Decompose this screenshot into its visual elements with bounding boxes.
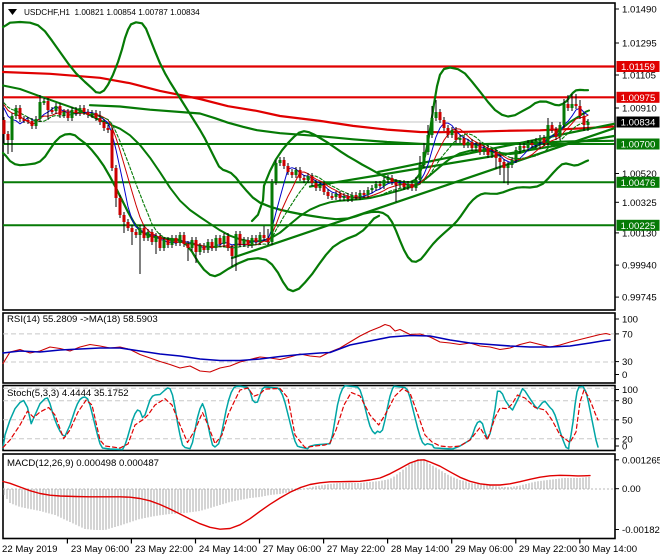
svg-text:20: 20 <box>622 434 633 445</box>
svg-text:1.00834: 1.00834 <box>621 118 656 129</box>
svg-text:1.01159: 1.01159 <box>621 62 655 73</box>
svg-text:24 May 14:00: 24 May 14:00 <box>199 544 257 555</box>
svg-text:1.00225: 1.00225 <box>621 221 656 232</box>
svg-text:1.00520: 1.00520 <box>622 169 657 180</box>
svg-text:1.00325: 1.00325 <box>622 198 657 209</box>
svg-text:1.00130: 1.00130 <box>622 228 657 239</box>
svg-text:0.001265: 0.001265 <box>622 455 660 466</box>
svg-text:70: 70 <box>622 329 633 340</box>
svg-text:80: 80 <box>622 396 633 407</box>
svg-text:0.99745: 0.99745 <box>622 293 657 304</box>
svg-text:29 May 22:00: 29 May 22:00 <box>519 544 577 555</box>
svg-text:23 May 22:00: 23 May 22:00 <box>135 544 193 555</box>
svg-text:1.00700: 1.00700 <box>621 140 656 151</box>
svg-text:100: 100 <box>622 315 638 326</box>
svg-text:1.00975: 1.00975 <box>621 93 656 104</box>
svg-text:100: 100 <box>622 385 638 396</box>
svg-text:1.00476: 1.00476 <box>621 178 656 189</box>
svg-text:MACD(12,26,9) 0.000498 0.00048: MACD(12,26,9) 0.000498 0.000487 <box>7 458 159 469</box>
svg-text:1.01295: 1.01295 <box>622 39 657 50</box>
svg-text:1.01490: 1.01490 <box>622 5 657 16</box>
svg-text:27 May 22:00: 27 May 22:00 <box>327 544 385 555</box>
svg-text:1.01105: 1.01105 <box>622 71 656 82</box>
svg-text:USDCHF,H1 1.00821 1.00854 1.0: USDCHF,H1 1.00821 1.00854 1.00787 1.0083… <box>24 8 200 17</box>
svg-text:RSI(14) 55.2809 ->MA(18) 58.5: RSI(14) 55.2809 ->MA(18) 58.5903 <box>7 314 158 325</box>
svg-text:50: 50 <box>622 415 633 426</box>
svg-text:29 May 06:00: 29 May 06:00 <box>455 544 513 555</box>
svg-text:0: 0 <box>622 442 627 453</box>
svg-text:23 May 06:00: 23 May 06:00 <box>71 544 129 555</box>
svg-text:30 May 14:00: 30 May 14:00 <box>579 544 637 555</box>
svg-text:Stoch(5,3,3) 4.4444 35.1752: Stoch(5,3,3) 4.4444 35.1752 <box>7 388 129 399</box>
svg-text:27 May 06:00: 27 May 06:00 <box>263 544 321 555</box>
svg-text:0.99940: 0.99940 <box>622 261 657 272</box>
svg-text:28 May 14:00: 28 May 14:00 <box>391 544 449 555</box>
svg-text:30: 30 <box>622 357 633 368</box>
svg-text:0.00: 0.00 <box>622 484 641 495</box>
svg-text:22 May 2019: 22 May 2019 <box>2 544 57 555</box>
svg-text:0: 0 <box>622 370 627 381</box>
svg-text:1.00910: 1.00910 <box>622 104 657 115</box>
svg-text:-0.001829: -0.001829 <box>622 525 660 536</box>
